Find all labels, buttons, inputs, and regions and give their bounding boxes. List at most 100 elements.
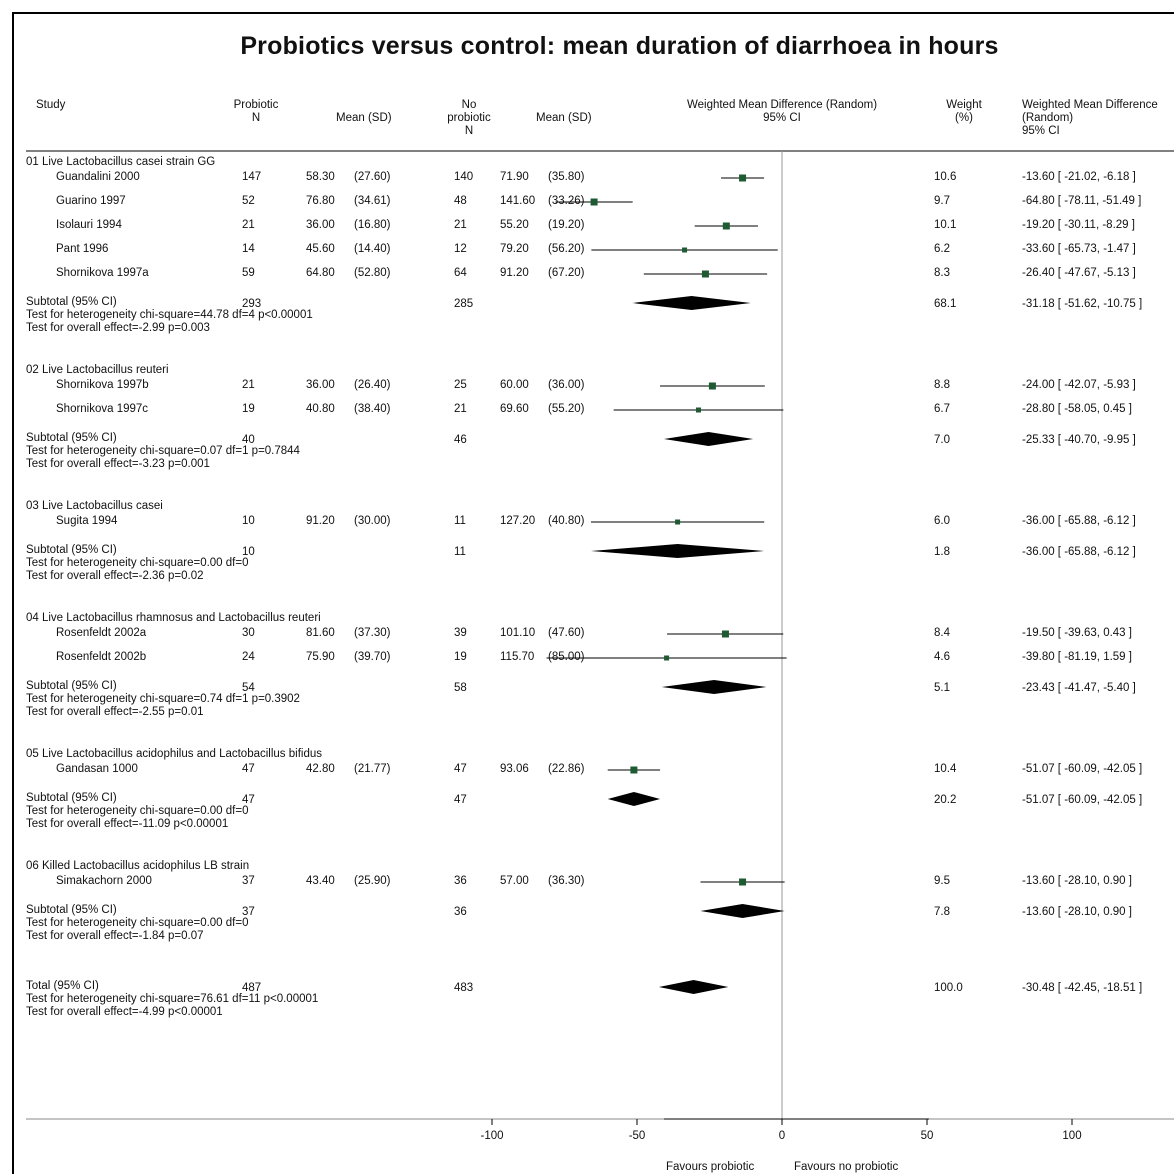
probiotic-sd: (21.77) [354,763,391,775]
no-probiotic-mean: 79.20 [500,243,529,255]
header-probiotic-n: Probiotic N [226,99,286,125]
probiotic-mean: 42.80 [306,763,335,775]
probiotic-n: 30 [242,627,255,639]
wmd-ci-value: -13.60 [ -28.10, 0.90 ] [1022,906,1132,918]
probiotic-sd: (30.00) [354,515,391,527]
header-wmd-col: Weighted Mean Difference (Random) 95% CI [1022,99,1158,138]
total-label: Total (95% CI) [26,980,99,992]
weight-value: 7.8 [934,906,950,918]
subtotal-label: Subtotal (95% CI) [26,432,117,444]
probiotic-n: 40 [242,434,255,446]
study-point [682,247,688,253]
wmd-ci-value: -36.00 [ -65.88, -6.12 ] [1022,546,1136,558]
wmd-ci-value: -28.80 [ -58.05, 0.45 ] [1022,403,1132,415]
heterogeneity-test: Test for heterogeneity chi-square=44.78 … [26,309,313,321]
probiotic-n: 10 [242,546,255,558]
probiotic-n: 10 [242,515,255,527]
x-label-favours-probiotic: Favours probiotic [666,1161,755,1173]
x-tick-label: -100 [480,1130,504,1142]
header-mean-sd-1: Mean (SD) [336,112,392,124]
no-probiotic-n: 25 [454,379,467,391]
probiotic-n: 37 [242,875,255,887]
no-probiotic-mean: 93.06 [500,763,529,775]
study-point [721,630,729,638]
weight-value: 9.5 [934,875,950,887]
heterogeneity-test: Test for heterogeneity chi-square=0.00 d… [26,917,249,929]
no-probiotic-sd: (85.00) [548,651,585,663]
probiotic-n: 14 [242,243,255,255]
weight-value: 7.0 [934,434,950,446]
wmd-ci-value: -51.07 [ -60.09, -42.05 ] [1022,794,1143,806]
x-tick-label: 50 [920,1130,934,1142]
wmd-ci-value: -13.60 [ -21.02, -6.18 ] [1022,171,1136,183]
no-probiotic-mean: 71.90 [500,171,529,183]
weight-value: 10.6 [934,171,957,183]
heterogeneity-test: Test for heterogeneity chi-square=0.00 d… [26,805,249,817]
subtotal-diamond [700,904,785,918]
study-name: Guarino 1997 [56,195,126,207]
header-no-probiotic-line2: probiotic [447,112,491,124]
no-probiotic-mean: 91.20 [500,267,529,279]
no-probiotic-sd: (67.20) [548,267,585,279]
no-probiotic-sd: (36.30) [548,875,585,887]
probiotic-mean: 91.20 [306,515,335,527]
study-name: Isolauri 1994 [56,219,122,231]
probiotic-sd: (39.70) [354,651,391,663]
overall-effect-test: Test for overall effect=-1.84 p=0.07 [26,930,204,942]
header-probiotic-line1: Probiotic [233,99,279,111]
probiotic-n: 21 [242,379,255,391]
no-probiotic-n: 64 [454,267,467,279]
group-heading: 04 Live Lactobacillus rhamnosus and Lact… [26,612,321,624]
overall-effect-test: Test for overall effect=-3.23 p=0.001 [26,458,210,470]
no-probiotic-n: 483 [454,982,474,994]
weight-value: 100.0 [934,982,963,994]
study-name: Rosenfeldt 2002b [56,651,147,663]
wmd-ci-value: -23.43 [ -41.47, -5.40 ] [1022,682,1136,694]
no-probiotic-n: 140 [454,171,474,183]
probiotic-n: 47 [242,794,255,806]
weight-value: 6.2 [934,243,950,255]
wmd-ci-value: -33.60 [ -65.73, -1.47 ] [1022,243,1136,255]
wmd-ci-value: -51.07 [ -60.09, -42.05 ] [1022,763,1143,775]
header-mean-sd-2: Mean (SD) [536,112,592,124]
probiotic-mean: 76.80 [306,195,335,207]
probiotic-sd: (34.61) [354,195,391,207]
chart-title: Probiotics versus control: mean duration… [240,32,999,60]
wmd-ci-value: -19.50 [ -39.63, 0.43 ] [1022,627,1132,639]
no-probiotic-n: 11 [454,546,466,558]
group-heading: 06 Killed Lactobacillus acidophilus LB s… [26,860,250,872]
total-overall-effect-test: Test for overall effect=-4.99 p<0.00001 [26,1006,223,1018]
probiotic-n: 293 [242,298,262,310]
subtotal-diamond [661,680,767,694]
no-probiotic-sd: (22.86) [548,763,585,775]
probiotic-n: 37 [242,906,255,918]
weight-value: 68.1 [934,298,957,310]
wmd-ci-value: -19.20 [ -30.11, -8.29 ] [1022,219,1135,231]
study-name: Pant 1996 [56,243,109,255]
probiotic-n: 52 [242,195,255,207]
no-probiotic-n: 47 [454,763,467,775]
header-wmd-col-line3: 95% CI [1022,125,1060,137]
probiotic-mean: 40.80 [306,403,335,415]
no-probiotic-sd: (40.80) [548,515,585,527]
subtotal-diamond [632,296,751,310]
no-probiotic-mean: 127.20 [500,515,536,527]
subtotal-label: Subtotal (95% CI) [26,296,117,308]
x-tick-label: 0 [778,1130,786,1142]
study-name: Sugita 1994 [56,515,118,527]
no-probiotic-mean: 141.60 [500,195,536,207]
wmd-ci-value: -13.60 [ -28.10, 0.90 ] [1022,875,1132,887]
no-probiotic-sd: (33.26) [548,195,585,207]
no-probiotic-mean: 115.70 [500,651,535,663]
no-probiotic-sd: (56.20) [548,243,585,255]
probiotic-mean: 75.90 [306,651,335,663]
no-probiotic-n: 11 [454,515,466,527]
probiotic-sd: (25.90) [354,875,391,887]
x-tick-label: 100 [1062,1130,1082,1142]
no-probiotic-sd: (19.20) [548,219,585,231]
total-diamond [658,980,729,994]
study-point [739,878,747,886]
no-probiotic-sd: (55.20) [548,403,585,415]
header-weight-line2: (%) [955,112,973,124]
probiotic-mean: 58.30 [306,171,335,183]
